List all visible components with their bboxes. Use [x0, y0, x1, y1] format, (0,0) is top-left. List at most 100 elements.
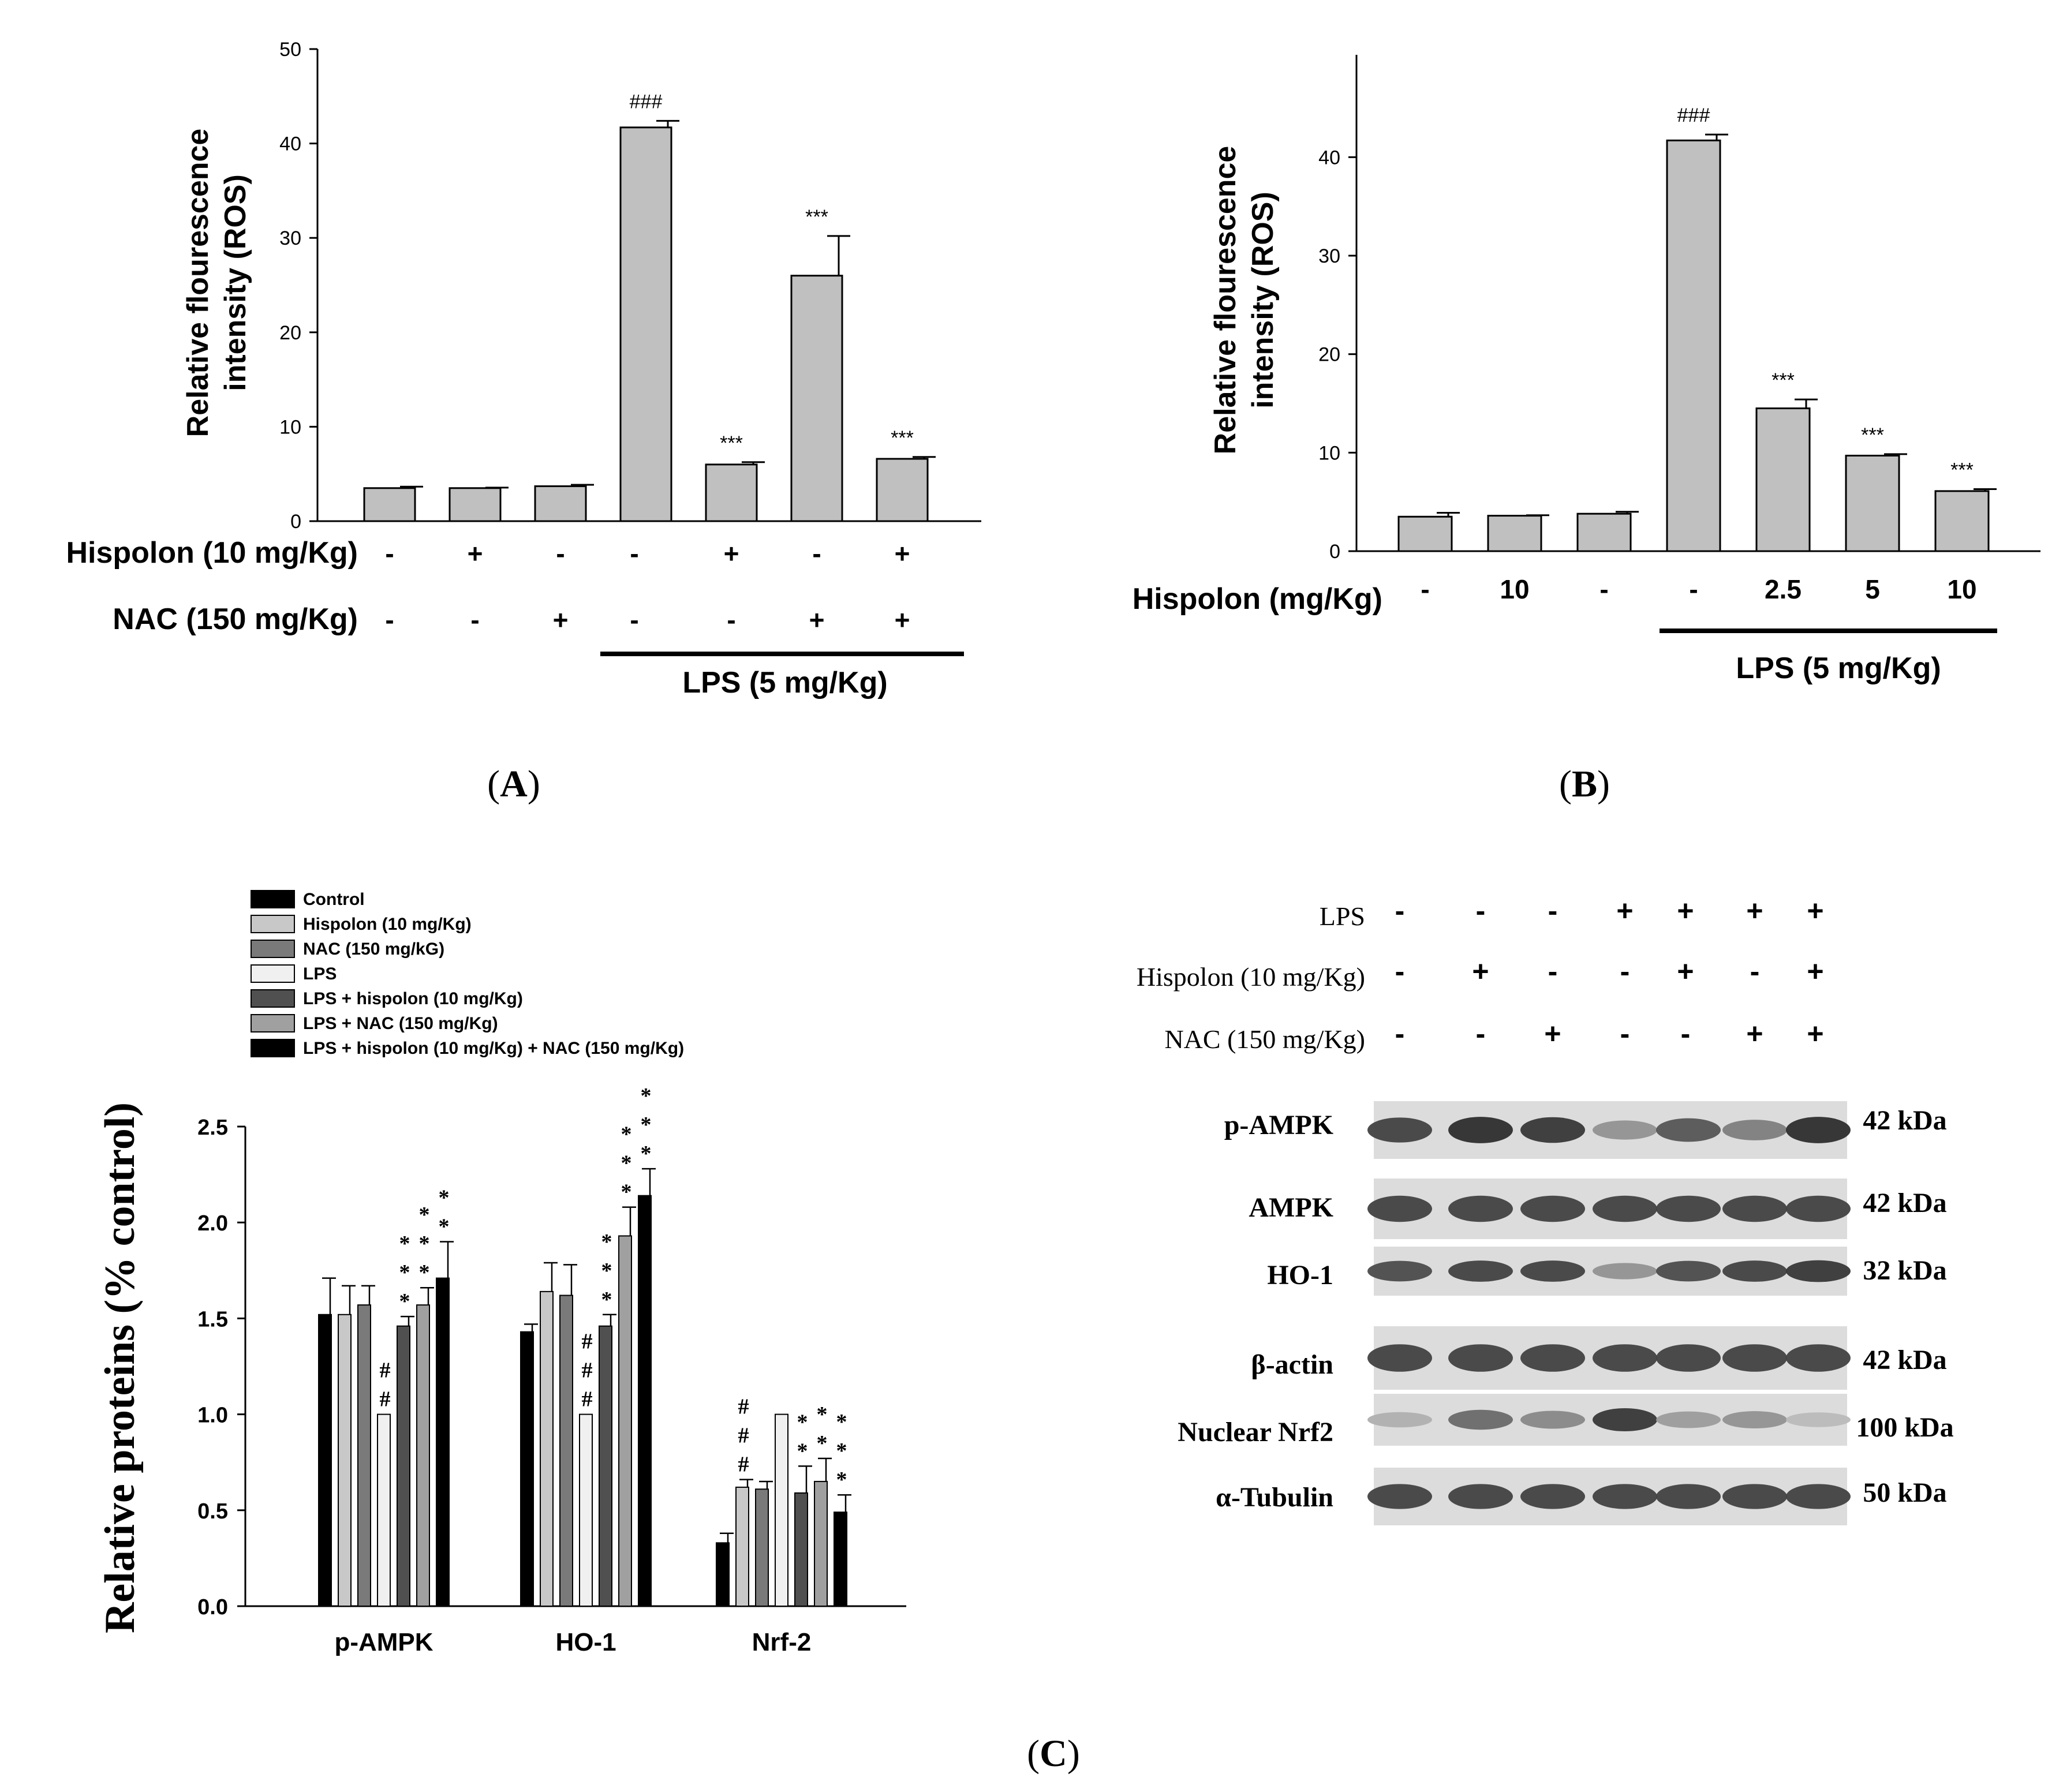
legend-label: LPS + hispolon (10 mg/Kg) — [303, 989, 523, 1008]
blot-treatment-value: + — [1544, 1017, 1561, 1050]
blot-band — [1722, 1260, 1787, 1282]
blot-band — [1448, 1344, 1513, 1372]
blot-treatment-value: - — [1548, 895, 1558, 927]
blot-kda-label: 32 kDa — [1863, 1255, 1946, 1286]
panelB-significance-mark: *** — [1861, 424, 1884, 446]
blot-band — [1786, 1484, 1851, 1509]
panel-a-condition-label-hispolon: Hispolon (10 mg/Kg) — [66, 536, 358, 570]
blot-treatment-value: - — [1476, 1017, 1486, 1050]
panelB-significance-mark: ### — [1677, 104, 1710, 126]
panel-c-ytick-label: 0.0 — [197, 1595, 228, 1619]
blot-band — [1656, 1195, 1721, 1222]
panel-c-significance-mark: # — [738, 1424, 749, 1448]
blot-band — [1786, 1260, 1851, 1282]
blot-treatment-label: NAC (150 mg/Kg) — [1164, 1024, 1365, 1054]
blot-band — [1448, 1195, 1513, 1222]
panelA-significance-mark: *** — [891, 427, 914, 449]
blot-row-label: β-actin — [1251, 1349, 1333, 1380]
blot-band — [1593, 1195, 1657, 1222]
legend-label: LPS — [303, 964, 337, 983]
panel-c-ytick-label: 1.0 — [197, 1404, 228, 1428]
panelA-significance-mark: *** — [805, 206, 828, 228]
legend-swatch — [251, 1014, 295, 1032]
panelA-condition-value: + — [895, 538, 910, 568]
panel-c-bar — [338, 1314, 352, 1607]
blot-band — [1448, 1484, 1513, 1509]
panelB-bar — [1487, 515, 1542, 552]
panelA-significance-mark: ### — [630, 91, 663, 113]
panel-c-significance-mark: * — [601, 1259, 612, 1283]
panel-c-bar — [834, 1512, 847, 1607]
panelB-condition-value: 10 — [1500, 574, 1529, 604]
blot-treatment-value: + — [1807, 955, 1823, 987]
panel-c-bar — [318, 1314, 332, 1607]
blot-band — [1367, 1412, 1432, 1428]
blot-band — [1722, 1120, 1787, 1140]
panelA-condition-value: - — [630, 538, 638, 568]
panel-c-bar — [397, 1325, 410, 1607]
blot-band — [1367, 1260, 1432, 1282]
panel-c-significance-mark: * — [399, 1289, 410, 1314]
blot-band — [1786, 1344, 1851, 1372]
panelA-condition-value: - — [727, 605, 735, 635]
panel-c-category-label: p-AMPK — [334, 1628, 433, 1656]
panel-c-significance-mark: * — [439, 1214, 450, 1239]
blot-band — [1656, 1118, 1721, 1142]
panelB-bar — [1666, 139, 1721, 552]
blot-band — [1520, 1344, 1585, 1372]
panel-c-bar — [814, 1480, 828, 1607]
panel-c-bar — [559, 1295, 573, 1607]
panelA-condition-value: - — [812, 538, 821, 568]
panel-b-lps-label: LPS (5 mg/Kg) — [1736, 652, 1941, 685]
panelA-ytick-label: 0 — [290, 511, 301, 533]
panelA-condition-value: + — [468, 538, 483, 568]
panel-c-significance-mark: * — [399, 1260, 410, 1285]
panel-c-significance-mark: * — [836, 1410, 847, 1434]
blot-band — [1593, 1263, 1657, 1280]
panel-c-bar — [520, 1331, 534, 1607]
panel-c-significance-mark: # — [582, 1387, 593, 1412]
panel-c-ylabel: Relative proteins (% control) — [96, 1102, 144, 1633]
blot-band — [1722, 1484, 1787, 1509]
panelA-ytick-label: 10 — [279, 416, 301, 438]
blot-treatment-value: - — [1620, 955, 1630, 987]
panel-c-ytick-label: 0.5 — [197, 1499, 228, 1524]
legend-label: Hispolon (10 mg/Kg) — [303, 915, 472, 934]
panelA-bar — [705, 463, 758, 522]
blot-band — [1786, 1117, 1851, 1143]
blot-band — [1367, 1117, 1432, 1143]
panelA-bar — [534, 485, 587, 522]
blot-kda-label: 42 kDa — [1863, 1105, 1946, 1136]
panel-c-significance-mark: * — [399, 1232, 410, 1256]
panel-c-significance-mark: * — [621, 1151, 632, 1176]
panel-c-bar — [618, 1235, 632, 1607]
panelB-significance-mark: *** — [1772, 369, 1795, 391]
panel-c-bar — [540, 1290, 554, 1607]
panelB-condition-value: - — [1689, 574, 1698, 604]
panelA-condition-value: - — [385, 538, 394, 568]
panel-c-letter: (C) — [1027, 1733, 1080, 1775]
panel-b-ylabel-line1: Relative flourescence — [1209, 146, 1242, 455]
blot-treatment-value: + — [1677, 955, 1694, 987]
panel-a-ylabel-line2: intensity (ROS) — [219, 174, 252, 391]
panel-c-significance-mark: * — [836, 1468, 847, 1492]
panelA-condition-value: - — [556, 538, 565, 568]
blot-treatment-label: LPS — [1320, 901, 1365, 931]
blot-band — [1656, 1484, 1721, 1509]
blot-band — [1448, 1260, 1513, 1282]
panel-c-bar — [716, 1542, 730, 1607]
panel-b-ylabel-line2: intensity (ROS) — [1246, 192, 1280, 409]
blot-treatment-value: + — [1746, 1017, 1763, 1050]
panelB-condition-value: 10 — [1947, 574, 1976, 604]
panel-a-ylabel-line1: Relative flourescence — [181, 129, 215, 437]
legend-label: LPS + NAC (150 mg/Kg) — [303, 1014, 498, 1033]
panel-c-bar — [579, 1413, 593, 1607]
panel-c-bar — [599, 1325, 612, 1607]
panelA-bar — [790, 275, 843, 522]
panelA-ytick-label: 30 — [279, 227, 301, 249]
panelB-condition-value: 5 — [1865, 574, 1880, 604]
panel-c-bar — [794, 1492, 808, 1607]
panel-c-significance-mark: * — [641, 1084, 652, 1108]
panelA-condition-value: + — [895, 605, 910, 635]
panelA-condition-value: - — [630, 605, 638, 635]
